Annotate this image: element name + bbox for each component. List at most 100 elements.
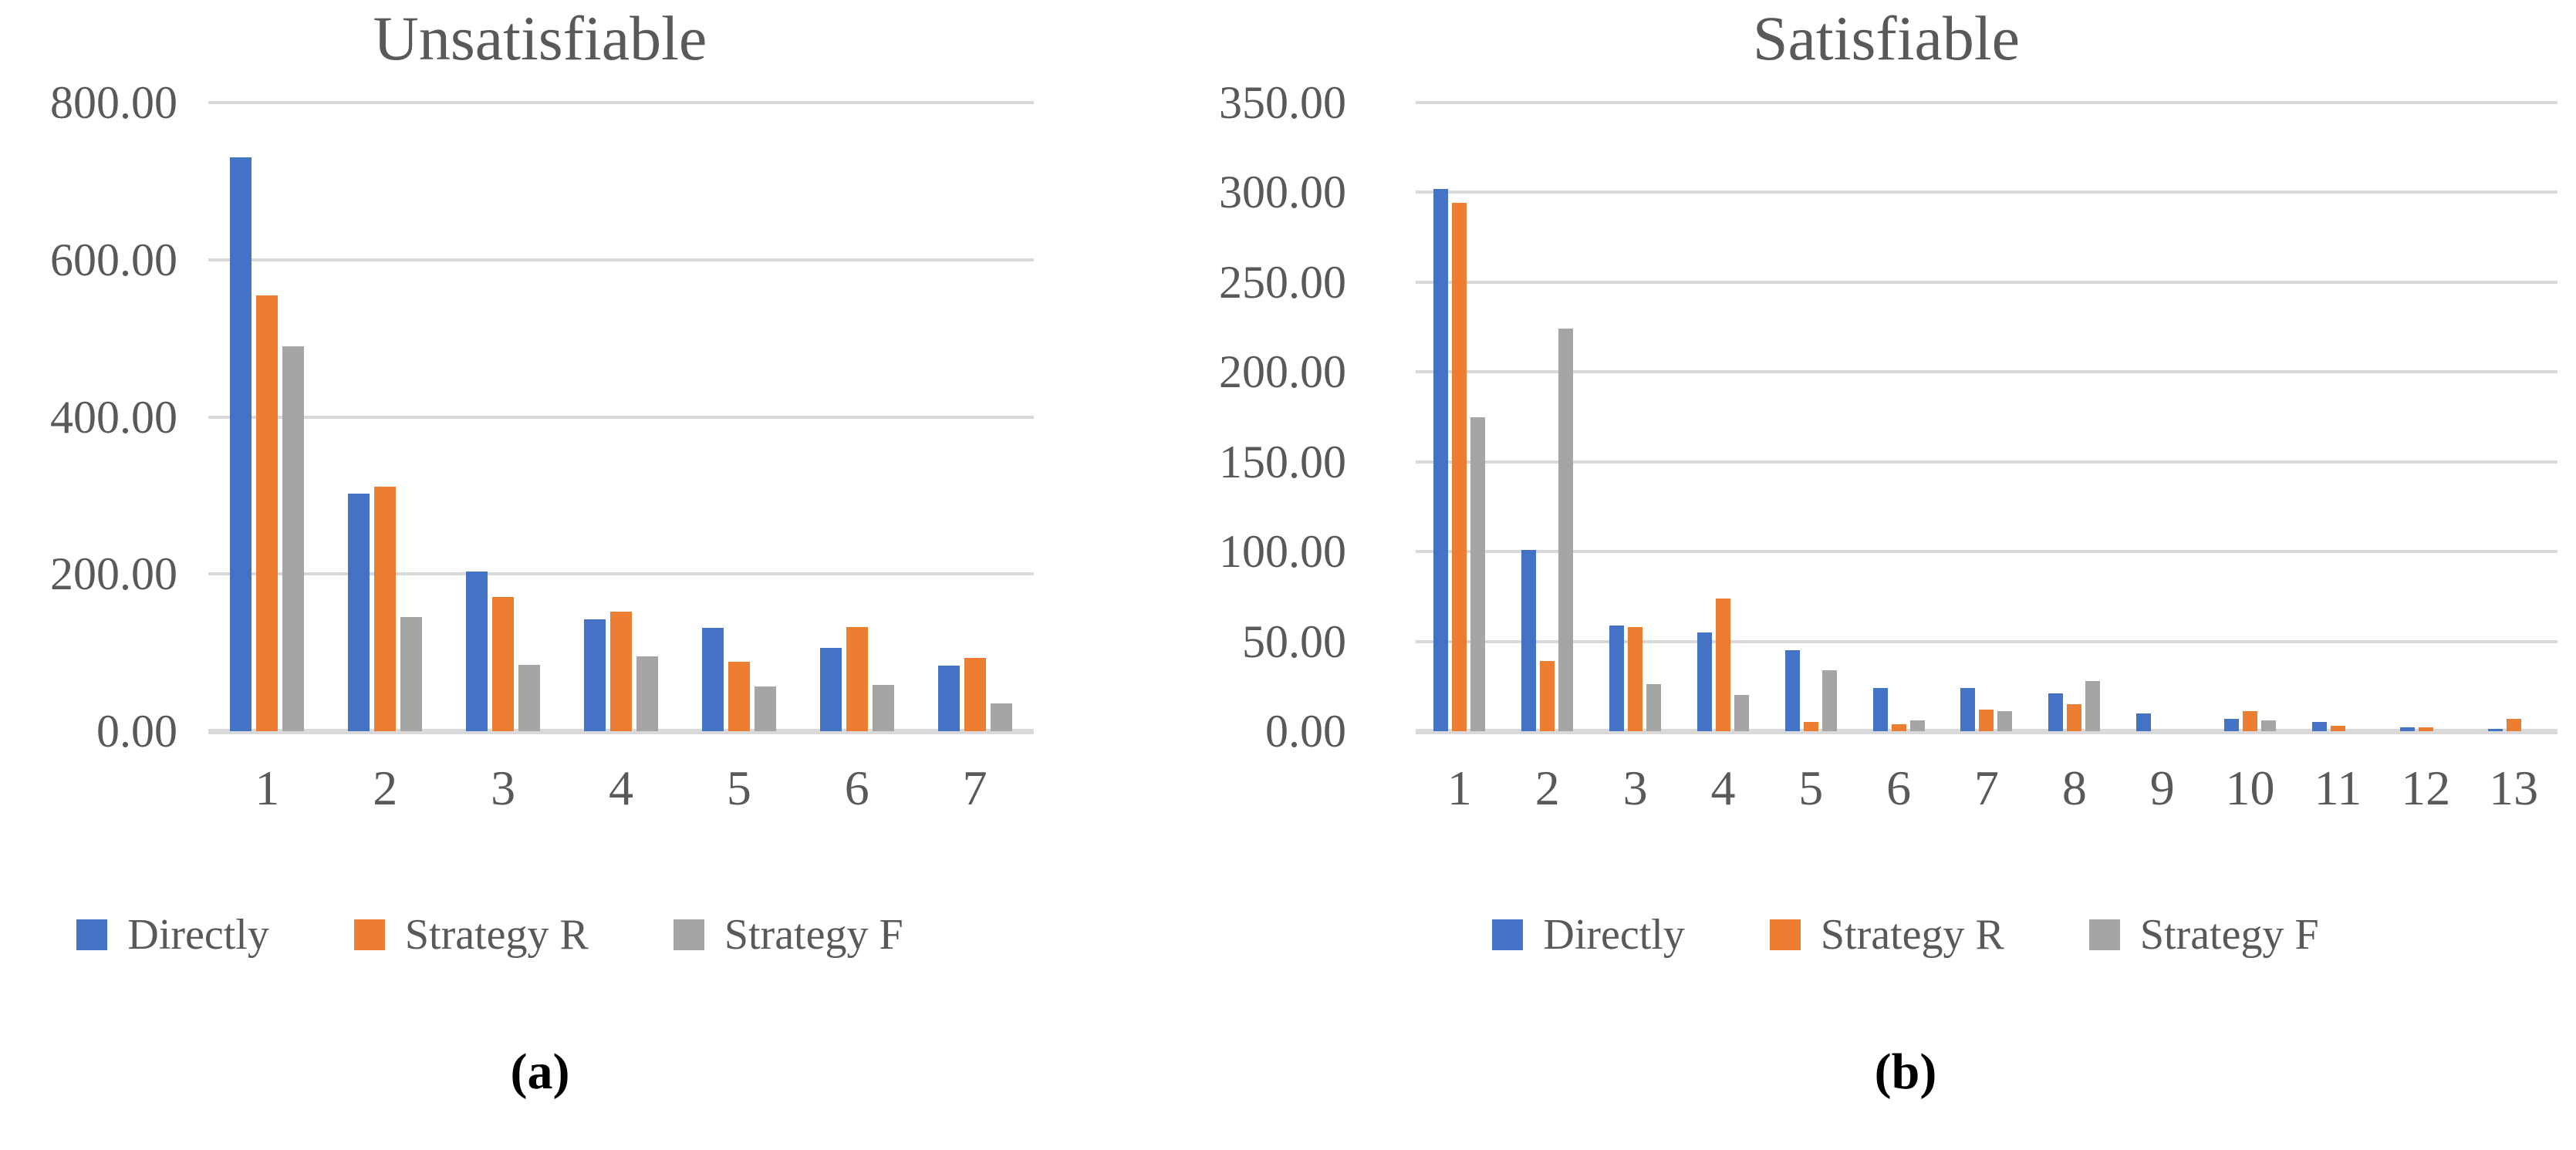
bar-directly-2	[1521, 549, 1537, 731]
y-axis-tick-label: 400.00	[50, 391, 177, 443]
legend-label: Strategy R	[404, 911, 589, 959]
y-axis-tick-label: 50.00	[1242, 615, 1346, 667]
bar-directly-1	[230, 157, 252, 731]
bar-directly-13	[2487, 728, 2503, 731]
x-axis-tick-label: 3	[491, 760, 516, 815]
bar-strategy-r-5	[728, 662, 750, 731]
legend-swatch-icon	[2088, 919, 2120, 950]
x-axis-tick-label: 11	[2314, 760, 2362, 815]
gridline	[208, 258, 1034, 261]
gridline	[1416, 191, 2557, 194]
legend-item-strategy-f: Strategy F	[2088, 910, 2319, 959]
bar-directly-3	[466, 572, 488, 731]
bar-strategy-f-2	[1558, 329, 1574, 731]
legend-label: Directly	[127, 911, 269, 959]
x-axis-tick-label: 10	[2225, 760, 2275, 815]
chart-satisfiable-title: Satisfiable	[1752, 3, 2021, 73]
bar-strategy-r-7	[964, 658, 986, 731]
bar-strategy-f-3	[518, 665, 541, 731]
bar-strategy-f-2	[400, 617, 423, 731]
x-axis-tick-label: 9	[2149, 760, 2175, 815]
bar-strategy-r-1	[1452, 203, 1467, 731]
bar-directly-4	[583, 619, 606, 731]
y-axis-tick-label: 250.00	[1219, 256, 1346, 308]
bar-strategy-f-5	[1821, 669, 1837, 731]
x-axis-tick-label: 6	[1886, 760, 1912, 815]
gridline	[208, 415, 1034, 419]
x-axis-tick-label: 7	[962, 760, 988, 815]
x-axis-tick-label: 2	[373, 760, 398, 815]
legend-item-directly: Directly	[76, 910, 269, 959]
bar-strategy-r-6	[846, 626, 868, 731]
bar-group-12	[2382, 103, 2470, 731]
gridline	[1416, 370, 2557, 374]
gridline	[208, 101, 1034, 104]
x-axis-tick-label: 3	[1622, 760, 1648, 815]
bar-strategy-r-10	[2243, 711, 2258, 731]
bar-group-2	[326, 103, 444, 731]
bar-group-6	[798, 103, 916, 731]
bar-directly-7	[1960, 688, 1976, 731]
x-axis-tick-label: 13	[2489, 760, 2539, 815]
bar-group-10	[2206, 103, 2294, 731]
x-axis-tick-label: 8	[2061, 760, 2087, 815]
chart-unsatisfiable-title: Unsatisfiable	[373, 3, 707, 73]
chart-unsatisfiable-plot-area	[208, 101, 1034, 734]
legend-label: Strategy F	[724, 911, 903, 959]
y-axis-tick-label: 600.00	[50, 234, 177, 285]
bar-strategy-r-4	[1715, 598, 1730, 731]
y-axis-tick-label: 200.00	[1219, 346, 1346, 398]
bar-strategy-r-1	[256, 295, 279, 731]
legend-label: Strategy R	[1820, 911, 2004, 959]
bar-group-5	[680, 103, 798, 731]
gridline	[1416, 101, 2557, 104]
bar-strategy-r-3	[492, 596, 515, 731]
legend-swatch-icon	[1769, 919, 1801, 950]
y-axis-tick-label: 800.00	[50, 77, 177, 128]
bar-directly-5	[1784, 650, 1800, 731]
x-axis-tick-label: 12	[2401, 760, 2451, 815]
bar-directly-2	[348, 494, 370, 731]
bar-strategy-r-4	[609, 612, 632, 731]
legend-swatch-icon	[1492, 919, 1524, 950]
y-axis-tick-label: 200.00	[50, 548, 177, 600]
x-axis-tick-label: 4	[608, 760, 633, 815]
bar-strategy-r-2	[374, 487, 397, 731]
bar-strategy-r-11	[2330, 726, 2345, 731]
bar-strategy-r-7	[1979, 710, 1994, 731]
bar-directly-4	[1697, 632, 1712, 731]
y-axis-tick-label: 350.00	[1219, 77, 1346, 128]
legend-item-directly: Directly	[1492, 910, 1685, 959]
bar-strategy-f-1	[1470, 416, 1486, 731]
bar-group-1	[208, 103, 326, 731]
bar-directly-6	[1872, 688, 1888, 731]
bar-directly-11	[2311, 722, 2327, 731]
bar-group-11	[2294, 103, 2382, 731]
bar-directly-6	[819, 648, 842, 731]
y-axis-tick-label: 300.00	[1219, 167, 1346, 218]
y-axis-tick-label: 150.00	[1219, 436, 1346, 487]
bar-group-9	[2119, 103, 2206, 731]
legend-item-strategy-r: Strategy R	[353, 910, 589, 959]
bar-group-5	[1767, 103, 1855, 731]
bar-strategy-f-6	[872, 684, 894, 731]
bar-strategy-r-8	[2067, 704, 2082, 731]
y-axis-tick-label: 0.00	[96, 706, 177, 757]
bar-strategy-f-4	[1734, 695, 1749, 731]
bar-directly-12	[2399, 727, 2415, 731]
bar-strategy-r-2	[1540, 661, 1555, 731]
bar-strategy-f-5	[754, 686, 776, 731]
bar-group-7	[1943, 103, 2031, 731]
bar-strategy-f-7	[1997, 711, 2013, 731]
bar-directly-7	[937, 666, 960, 731]
x-axis-tick-label: 1	[255, 760, 280, 815]
x-axis-tick-label: 5	[726, 760, 751, 815]
bar-strategy-r-6	[1891, 723, 1906, 731]
x-axis-tick-label: 6	[844, 760, 869, 815]
bar-group-2	[1504, 103, 1592, 731]
bar-directly-5	[701, 627, 724, 731]
bar-strategy-f-3	[1646, 684, 1662, 731]
y-axis-tick-label: 0.00	[1265, 706, 1346, 757]
